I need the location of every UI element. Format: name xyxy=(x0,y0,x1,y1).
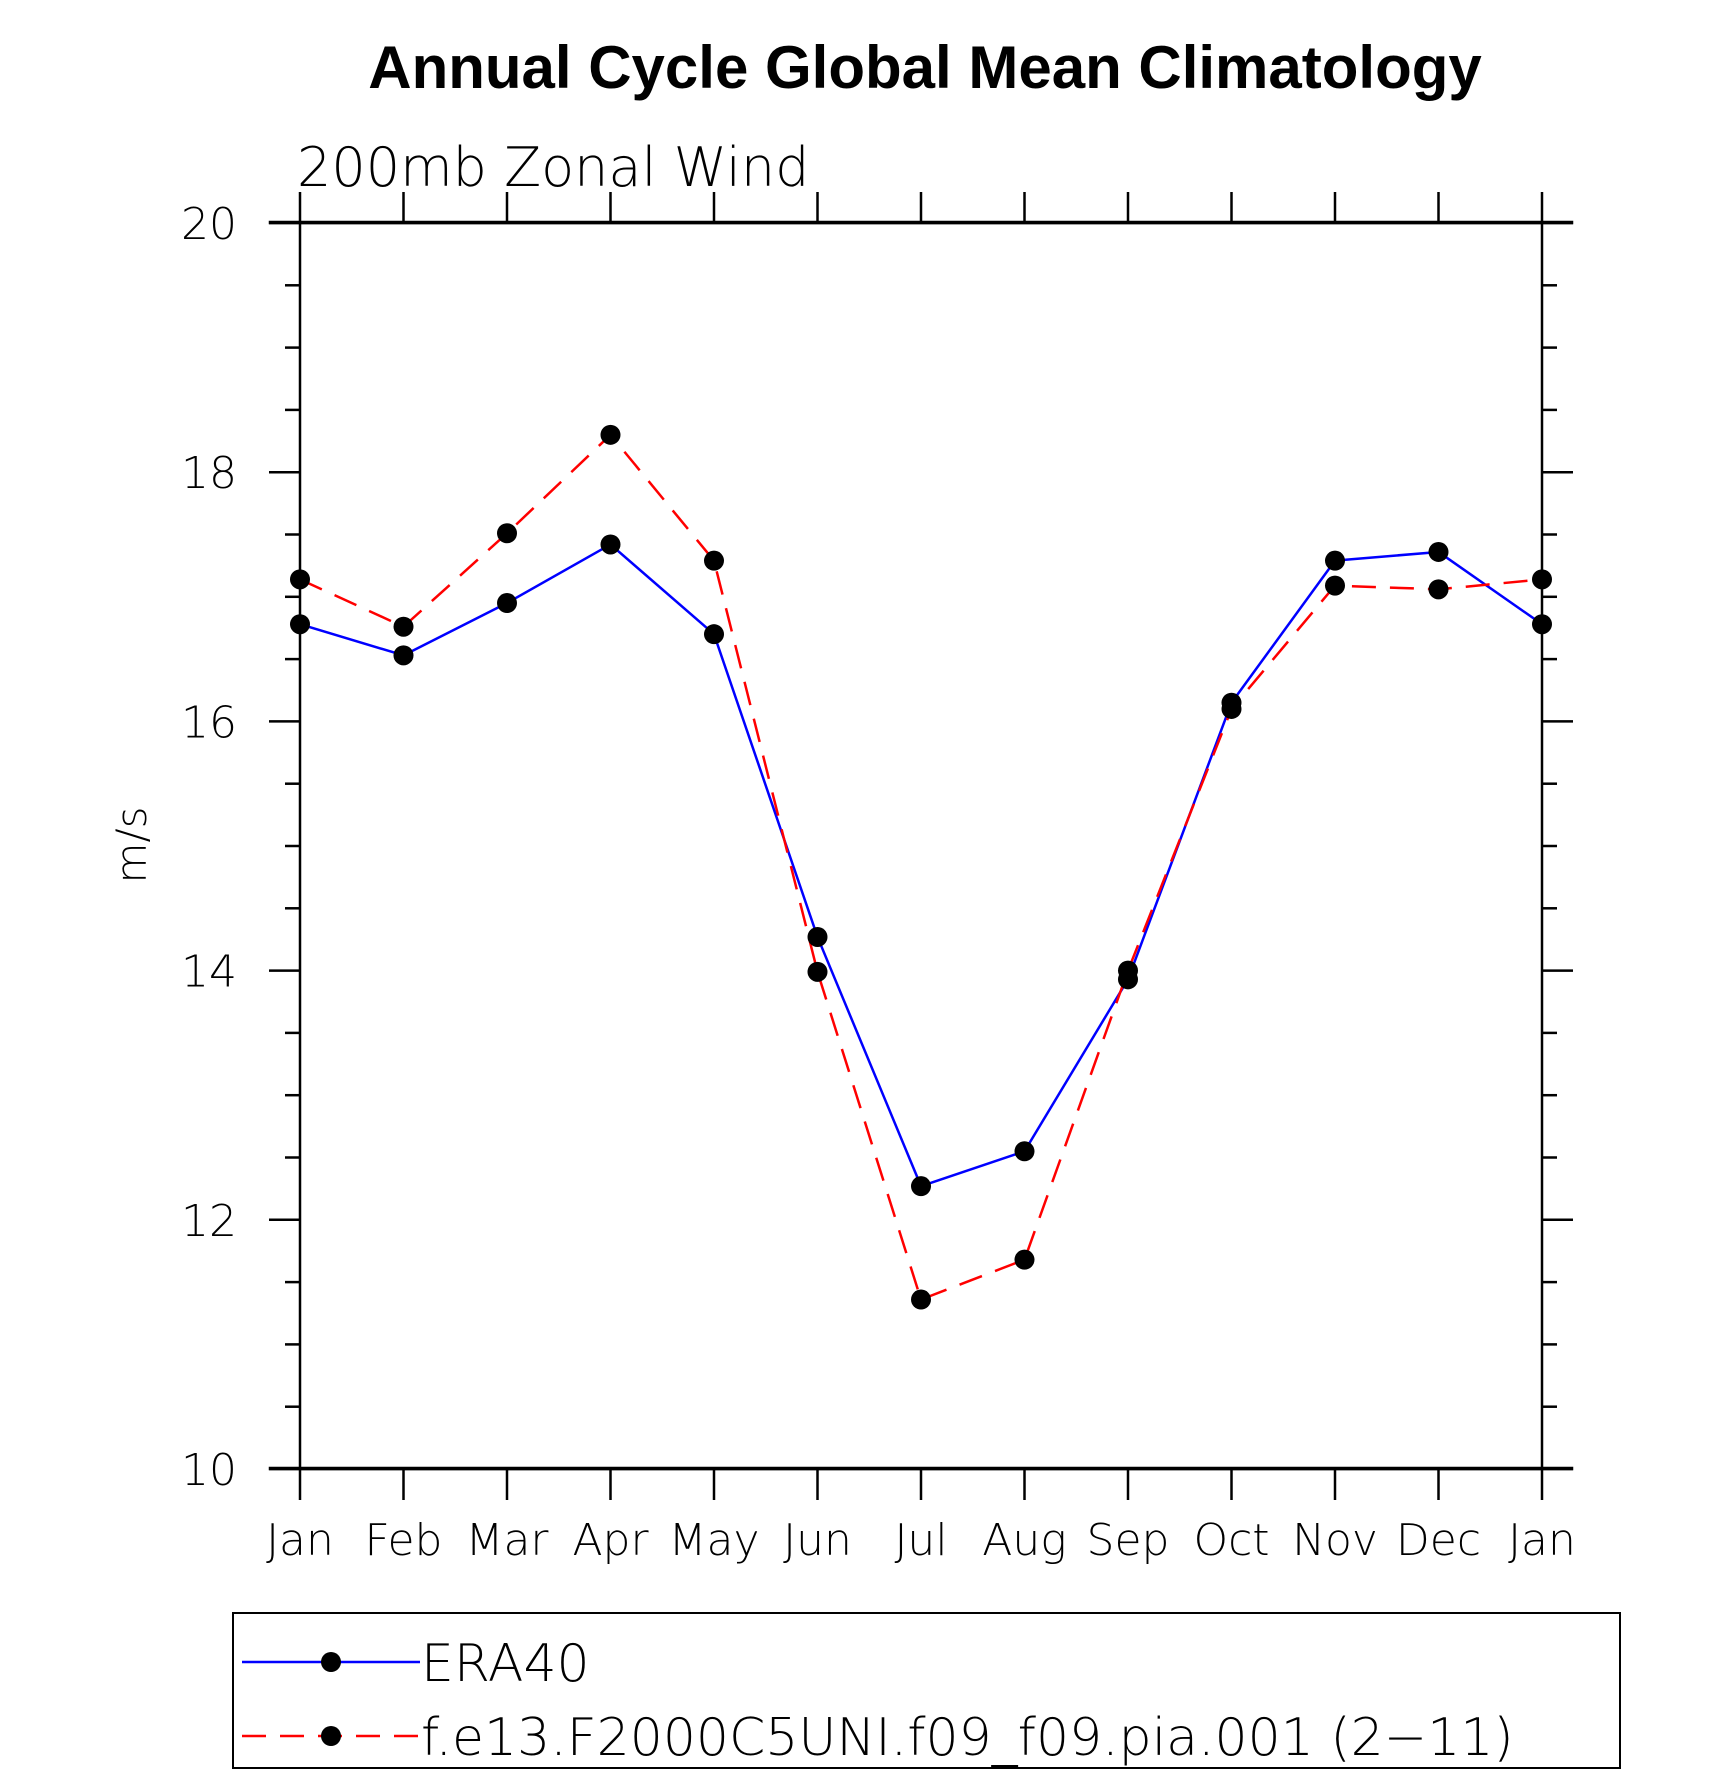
legend-marker-era40 xyxy=(321,1652,341,1672)
data-point-series-0 xyxy=(1325,550,1345,571)
data-point-series-1 xyxy=(1221,698,1242,719)
x-tick-label: Nov xyxy=(1292,1515,1378,1566)
y-tick-label: 10 xyxy=(181,1445,237,1496)
legend-label-era40: ERA40 xyxy=(421,1634,590,1694)
x-tick-label: Jan xyxy=(266,1515,334,1566)
y-tick-label: 14 xyxy=(181,947,237,998)
x-tick-label: Mar xyxy=(465,1515,549,1566)
data-point-series-1 xyxy=(1118,960,1138,981)
data-point-series-0 xyxy=(600,534,621,555)
data-point-series-1 xyxy=(497,523,517,544)
data-point-series-1 xyxy=(1325,575,1345,596)
data-point-series-0 xyxy=(290,614,310,635)
x-tick-label: Jan xyxy=(1508,1515,1576,1566)
axis-frame-line xyxy=(268,1466,1574,1471)
data-point-series-1 xyxy=(1014,1249,1035,1270)
legend-box xyxy=(232,1612,1621,1769)
data-point-series-1 xyxy=(704,550,724,571)
x-tick-label: May xyxy=(669,1515,760,1566)
x-tick-label: Aug xyxy=(982,1515,1066,1566)
data-point-series-1 xyxy=(1532,569,1552,590)
data-point-series-1 xyxy=(600,424,621,445)
data-point-series-1 xyxy=(290,569,310,590)
x-tick-label: Sep xyxy=(1087,1515,1170,1566)
data-point-series-1 xyxy=(911,1289,931,1310)
y-axis-label: m/s xyxy=(107,807,156,884)
chart-title: Annual Cycle Global Mean Climatology xyxy=(368,34,1482,101)
data-point-series-0 xyxy=(497,593,517,614)
data-point-series-1 xyxy=(1428,579,1449,600)
legend-marker-model xyxy=(321,1726,341,1746)
y-tick-label: 12 xyxy=(181,1196,237,1247)
data-point-series-1 xyxy=(393,616,414,637)
x-tick-label: Jun xyxy=(783,1515,852,1566)
legend: ERA40 f.e13.F2000C5UNI.f09_f09.pia.001 (… xyxy=(232,1612,1621,1769)
series-layer xyxy=(290,424,1552,1310)
data-point-series-0 xyxy=(807,926,828,947)
plot-area xyxy=(298,221,1544,1471)
data-point-series-0 xyxy=(911,1176,931,1197)
x-tick-label: Jul xyxy=(894,1515,947,1566)
data-point-series-0 xyxy=(1428,541,1449,562)
y-tick-label: 18 xyxy=(181,448,237,499)
data-point-series-0 xyxy=(1014,1141,1035,1162)
y-tick-label: 20 xyxy=(181,199,237,250)
chart-subtitle: 200mb Zonal Wind xyxy=(297,136,809,199)
data-point-series-0 xyxy=(704,624,724,645)
x-tick-label: Oct xyxy=(1193,1515,1269,1566)
y-tick-label: 16 xyxy=(181,697,237,748)
legend-label-model: f.e13.F2000C5UNI.f09_f09.pia.001 (2−11) xyxy=(421,1708,1514,1768)
plot-frame xyxy=(268,220,1574,1471)
x-tick-labels: Jan Feb Mar Apr May Jun Jul Aug Sep Oct Nov Dec Jan xyxy=(266,1515,1576,1566)
x-tick-label: Apr xyxy=(572,1515,649,1566)
data-point-series-0 xyxy=(393,645,414,666)
data-point-series-0 xyxy=(1532,614,1552,635)
data-point-series-1 xyxy=(807,961,828,982)
axis-ticks xyxy=(269,192,1573,1500)
y-tick-labels: 10 12 14 16 18 20 xyxy=(181,199,237,1496)
x-tick-label: Feb xyxy=(365,1515,443,1566)
x-tick-label: Dec xyxy=(1396,1515,1481,1566)
